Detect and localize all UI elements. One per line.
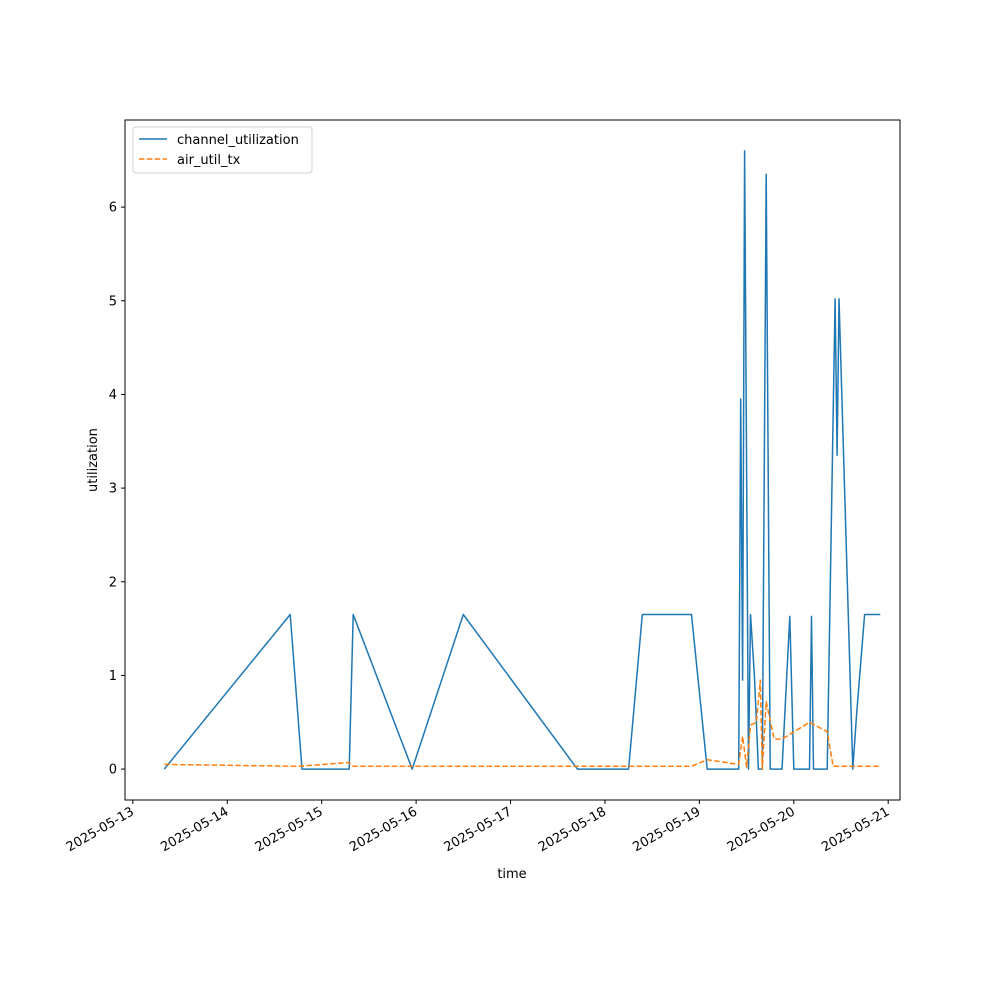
x-tick-label: 2025-05-19 — [630, 804, 703, 855]
series-line-channel-utilization — [163, 150, 881, 770]
y-tick-label: 6 — [109, 201, 117, 216]
series-line-air-util-tx — [164, 679, 881, 770]
y-axis-label: utilization — [86, 428, 101, 492]
axes-frame — [124, 119, 901, 801]
x-tick-label: 2025-05-20 — [725, 804, 798, 855]
legend: channel_utilization air_util_tx — [132, 126, 313, 174]
x-axis-ticks: 2025-05-13 2025-05-14 2025-05-15 2025-05-16… — [64, 800, 892, 855]
legend-label-air-util-tx: air_util_tx — [177, 153, 241, 168]
y-tick-label: 1 — [109, 669, 117, 684]
y-tick-label: 0 — [109, 763, 117, 778]
legend-box — [132, 126, 313, 174]
y-tick-label: 4 — [109, 388, 117, 403]
y-tick-label: 5 — [109, 294, 117, 309]
x-axis-label: time — [497, 867, 526, 882]
y-tick-label: 2 — [109, 575, 117, 590]
x-tick-label: 2025-05-17 — [442, 804, 515, 855]
x-tick-label: 2025-05-16 — [347, 804, 420, 855]
x-tick-label: 2025-05-14 — [158, 804, 231, 855]
series-layer — [163, 150, 881, 770]
y-tick-label: 3 — [109, 482, 117, 497]
y-axis-ticks: 0 1 2 3 4 5 6 — [109, 201, 125, 778]
x-tick-label: 2025-05-18 — [536, 804, 609, 855]
x-tick-label: 2025-05-21 — [819, 804, 892, 855]
plot-area — [124, 119, 901, 801]
legend-label-channel-utilization: channel_utilization — [177, 133, 299, 148]
x-tick-label: 2025-05-15 — [253, 804, 326, 855]
x-tick-label: 2025-05-13 — [64, 804, 137, 855]
